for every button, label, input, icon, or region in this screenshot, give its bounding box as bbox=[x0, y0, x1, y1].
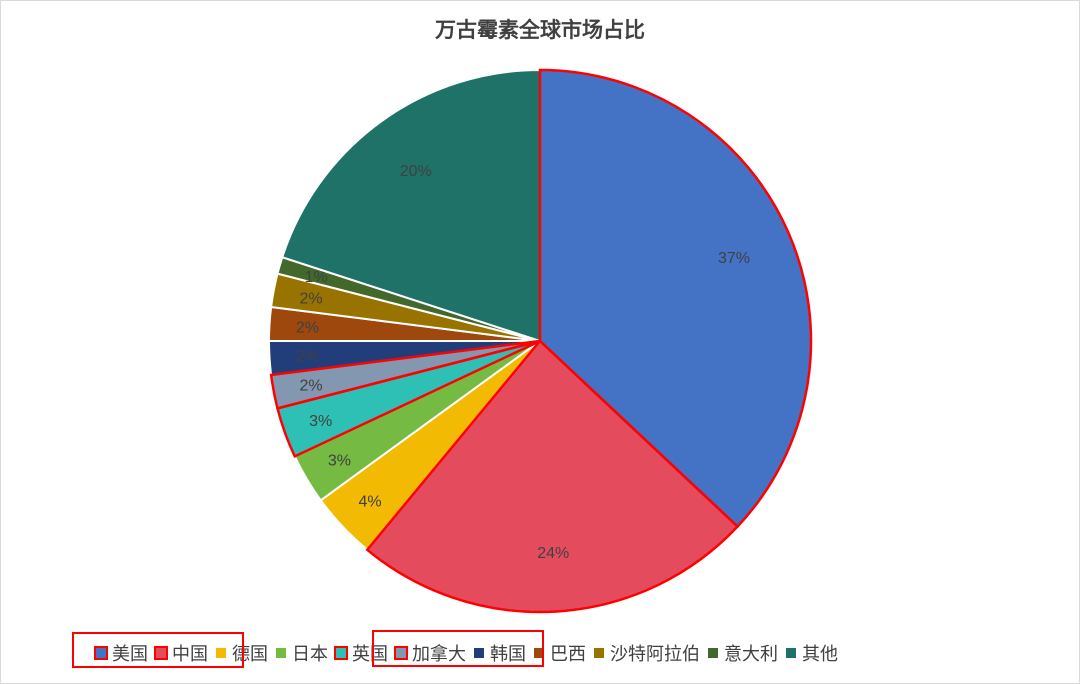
legend-item-7: 巴西 bbox=[534, 640, 586, 666]
data-label-5: 2% bbox=[300, 378, 323, 395]
legend: 美国 中国 德国 日本 英国 加拿大 韩国 巴西 沙特阿拉伯 意大利 其他 bbox=[94, 640, 846, 666]
data-label-6: 2% bbox=[296, 349, 319, 366]
legend-item-9: 意大利 bbox=[708, 640, 778, 666]
legend-item-2: 德国 bbox=[216, 640, 268, 666]
slice-highlight-outline-1 bbox=[365, 339, 740, 614]
legend-label: 韩国 bbox=[490, 644, 526, 665]
legend-item-10: 其他 bbox=[786, 640, 838, 666]
legend-swatch bbox=[334, 646, 348, 660]
legend-swatch bbox=[394, 646, 408, 660]
pie-slice-10 bbox=[281, 68, 541, 343]
legend-label: 美国 bbox=[112, 644, 148, 665]
legend-swatch bbox=[154, 646, 168, 660]
legend-label: 中国 bbox=[172, 644, 208, 665]
legend-label: 沙特阿拉伯 bbox=[610, 644, 700, 665]
legend-item-6: 韩国 bbox=[474, 640, 526, 666]
data-label-0: 37% bbox=[718, 250, 750, 267]
legend-swatch bbox=[534, 648, 544, 658]
data-label-9: 1% bbox=[305, 269, 328, 286]
legend-swatch bbox=[594, 648, 604, 658]
legend-label: 加拿大 bbox=[412, 644, 466, 665]
data-label-4: 3% bbox=[309, 413, 332, 430]
legend-item-1: 中国 bbox=[154, 640, 208, 666]
legend-swatch bbox=[94, 646, 108, 660]
legend-label: 巴西 bbox=[550, 644, 586, 665]
legend-label: 其他 bbox=[802, 644, 838, 665]
legend-label: 日本 bbox=[292, 644, 328, 665]
legend-item-3: 日本 bbox=[276, 640, 328, 666]
data-label-8: 2% bbox=[300, 290, 323, 307]
legend-highlight-box-1 bbox=[72, 632, 244, 668]
legend-swatch bbox=[786, 648, 796, 658]
legend-item-8: 沙特阿拉伯 bbox=[594, 640, 700, 666]
slice-highlight-outline-3 bbox=[269, 339, 541, 410]
legend-label: 德国 bbox=[232, 644, 268, 665]
legend-item-5: 加拿大 bbox=[394, 640, 466, 666]
legend-item-0: 美国 bbox=[94, 640, 148, 666]
legend-highlight-box-2 bbox=[372, 630, 544, 667]
data-label-7: 2% bbox=[296, 319, 319, 336]
data-label-3: 3% bbox=[328, 453, 351, 470]
data-label-1: 24% bbox=[537, 545, 569, 562]
legend-label: 英国 bbox=[352, 644, 388, 665]
legend-swatch bbox=[216, 648, 226, 658]
legend-label: 意大利 bbox=[724, 644, 778, 665]
chart-title: 万古霉素全球市场占比 bbox=[435, 18, 645, 42]
legend-swatch bbox=[276, 648, 286, 658]
legend-swatch bbox=[474, 648, 484, 658]
legend-item-4: 英国 bbox=[334, 640, 388, 666]
data-label-10: 20% bbox=[400, 163, 432, 180]
legend-swatch bbox=[708, 648, 718, 658]
data-label-2: 4% bbox=[359, 494, 382, 511]
slice-highlight-outline-0 bbox=[538, 68, 813, 529]
